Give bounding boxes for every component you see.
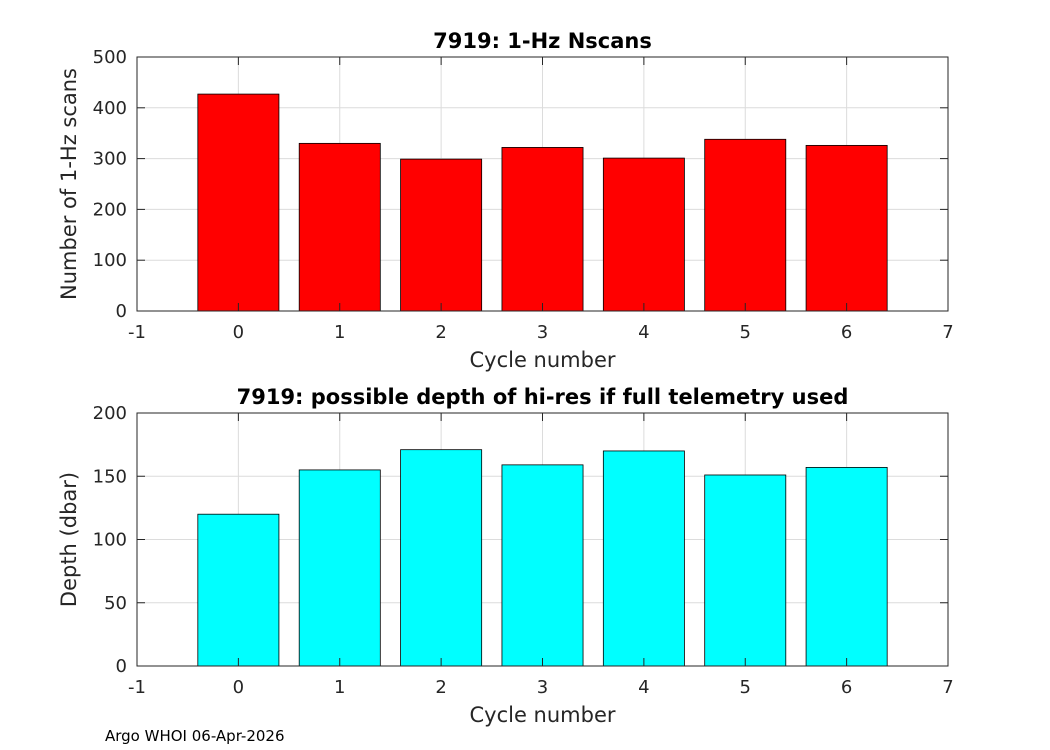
x-tick-label: 7: [942, 677, 953, 698]
x-tick-label: 4: [638, 677, 649, 698]
y-tick-label: 0: [116, 301, 127, 322]
bar: [400, 158, 483, 312]
y-tick-label: 50: [104, 593, 127, 614]
chart-title: 7919: possible depth of hi-res if full t…: [237, 385, 849, 409]
bar: [298, 469, 381, 667]
bar: [501, 464, 584, 667]
y-tick-label: 0: [116, 656, 127, 677]
y-axis-label: Number of 1-Hz scans: [57, 68, 81, 300]
y-axis-label: Depth (dbar): [57, 472, 81, 607]
x-tick-label: 2: [435, 677, 446, 698]
y-tick-label: 150: [93, 466, 127, 487]
bar: [805, 466, 888, 667]
chart-title: 7919: 1-Hz Nscans: [433, 29, 652, 53]
bar: [805, 144, 888, 312]
bar: [298, 142, 381, 312]
bar: [704, 138, 787, 312]
x-tick-label: 6: [841, 677, 852, 698]
x-tick-label: -1: [128, 322, 146, 343]
x-tick-label: 3: [537, 322, 548, 343]
x-tick-label: 5: [740, 322, 751, 343]
bar: [197, 513, 280, 667]
x-tick-label: -1: [128, 677, 146, 698]
x-tick-label: 1: [334, 322, 345, 343]
bar: [602, 450, 685, 667]
x-tick-label: 5: [740, 677, 751, 698]
x-tick-label: 0: [233, 677, 244, 698]
bar: [602, 157, 685, 312]
x-tick-label: 2: [435, 322, 446, 343]
bar: [704, 474, 787, 667]
bar: [400, 449, 483, 667]
footer-text: Argo WHOI 06-Apr-2026: [105, 727, 285, 745]
bar: [501, 147, 584, 312]
x-tick-label: 7: [942, 322, 953, 343]
y-tick-label: 100: [93, 250, 127, 271]
bar: [197, 93, 280, 312]
x-tick-label: 1: [334, 677, 345, 698]
x-tick-label: 0: [233, 322, 244, 343]
y-tick-label: 100: [93, 530, 127, 551]
x-tick-label: 3: [537, 677, 548, 698]
y-tick-label: 200: [93, 199, 127, 220]
x-tick-label: 4: [638, 322, 649, 343]
y-tick-label: 300: [93, 149, 127, 170]
x-axis-label: Cycle number: [469, 348, 615, 372]
x-tick-label: 6: [841, 322, 852, 343]
x-axis-label: Cycle number: [469, 703, 615, 727]
y-tick-label: 200: [93, 403, 127, 424]
y-tick-label: 400: [93, 98, 127, 119]
y-tick-label: 500: [93, 47, 127, 68]
